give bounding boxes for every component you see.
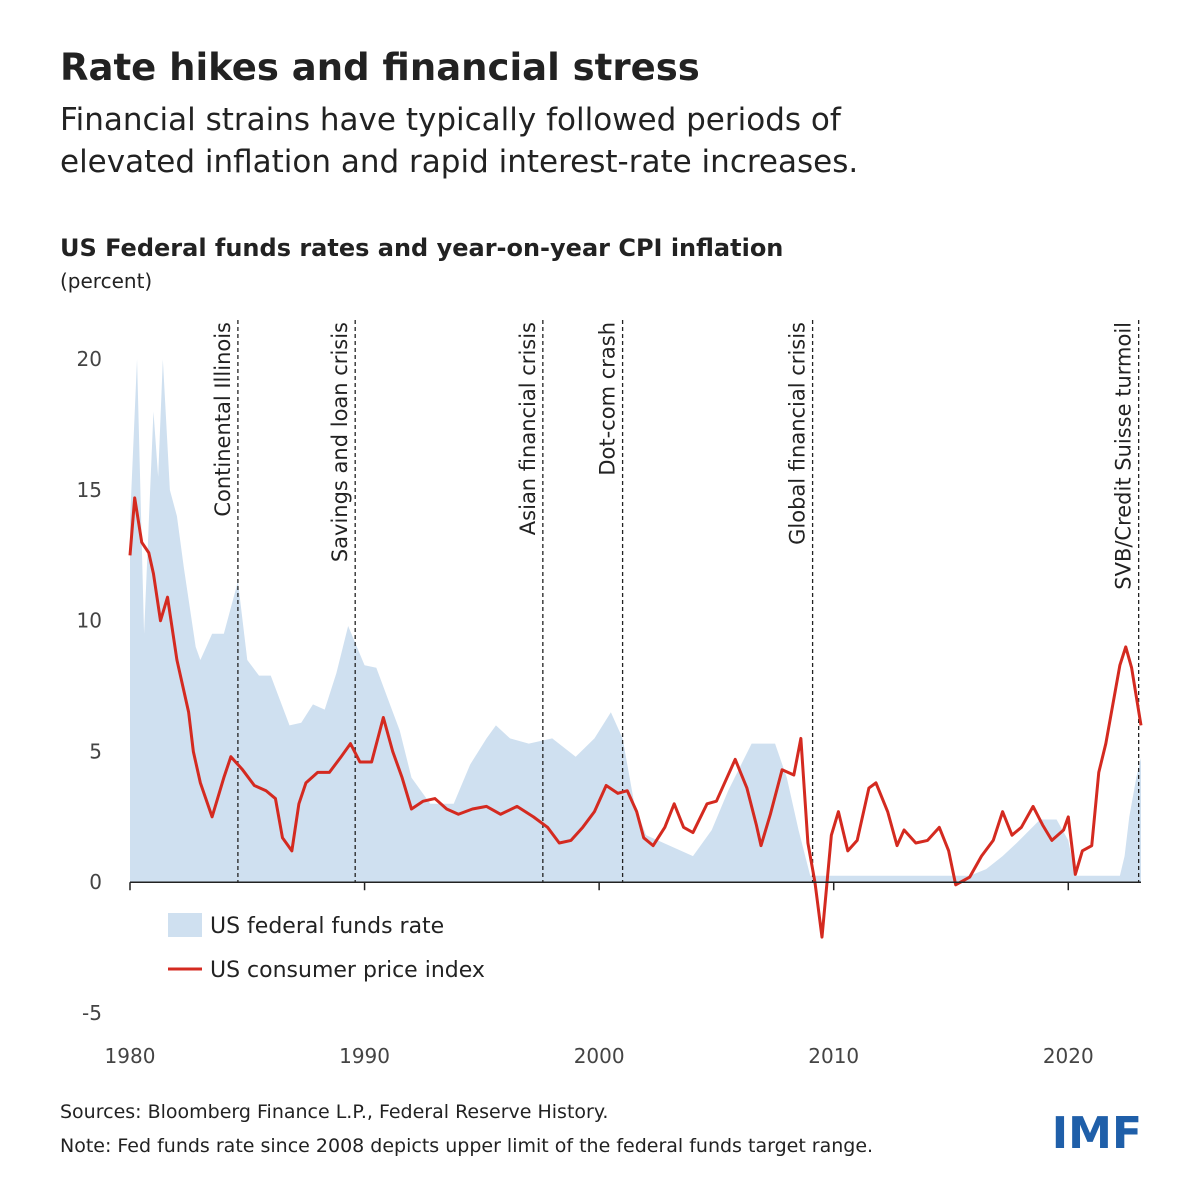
legend-label: US federal funds rate: [210, 914, 444, 939]
event-label: Savings and loan crisis: [328, 322, 352, 562]
sources: Sources: Bloomberg Finance L.P., Federal…: [60, 1101, 608, 1123]
x-tick-label: 2020: [1043, 1044, 1094, 1068]
plot-title: US Federal funds rates and year-on-year …: [60, 234, 783, 262]
event-label: Continental Illinois: [211, 322, 235, 517]
x-tick-label: 2010: [808, 1044, 859, 1068]
event-label: Dot-com crash: [596, 322, 620, 476]
unit-label: (percent): [60, 269, 152, 293]
x-tick-label: 1980: [105, 1044, 156, 1068]
area: [130, 359, 1141, 883]
event-label: SVB/Credit Suisse turmoil: [1112, 322, 1136, 590]
legend-label: US consumer price index: [210, 958, 485, 983]
y-tick-label: 15: [77, 478, 102, 502]
note: Note: Fed funds rate since 2008 depicts …: [60, 1135, 873, 1157]
y-tick-label: 5: [89, 739, 102, 763]
line: [128, 496, 1143, 939]
event-label: Global financial crisis: [786, 322, 810, 545]
chart-title: Rate hikes and financial stress: [60, 46, 700, 89]
y-tick-label: -5: [82, 1001, 102, 1025]
x-tick-label: 1990: [339, 1044, 390, 1068]
legend-swatch: [168, 913, 202, 937]
y-tick-label: 10: [77, 609, 102, 633]
subtitle-line-1: Financial strains have typically followe…: [60, 102, 842, 138]
logo: IMF: [1052, 1108, 1142, 1159]
y-tick-label: 20: [77, 347, 102, 371]
event-label: Asian financial crisis: [516, 322, 540, 535]
y-tick-label: 0: [89, 870, 102, 894]
x-tick-label: 2000: [574, 1044, 625, 1068]
subtitle-line-2: elevated inflation and rapid interest-ra…: [60, 144, 858, 180]
